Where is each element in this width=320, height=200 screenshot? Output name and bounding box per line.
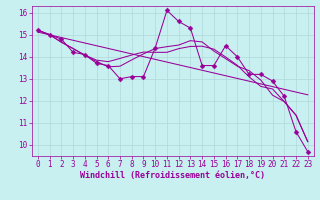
X-axis label: Windchill (Refroidissement éolien,°C): Windchill (Refroidissement éolien,°C) — [80, 171, 265, 180]
